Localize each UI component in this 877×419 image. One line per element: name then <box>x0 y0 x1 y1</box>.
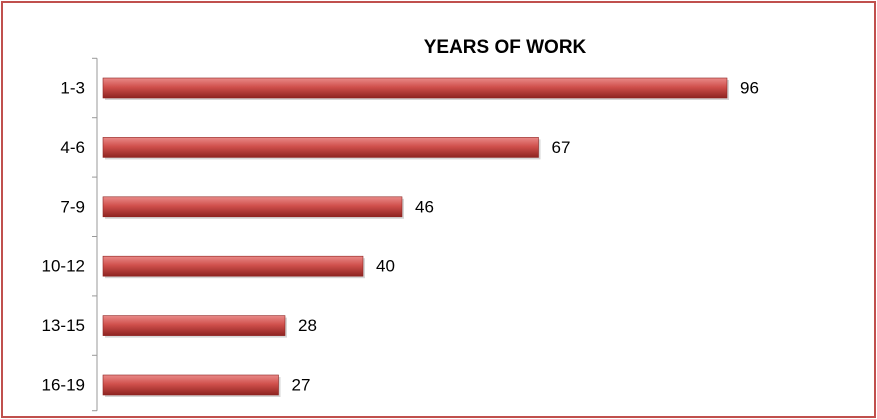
y-tick-label: 10-12 <box>42 257 85 276</box>
bar <box>102 196 403 218</box>
data-label: 96 <box>740 78 759 97</box>
bar <box>102 315 286 336</box>
bar <box>102 77 728 99</box>
data-label: 28 <box>298 316 317 335</box>
data-label: 40 <box>376 257 395 276</box>
chart-title: YEARS OF WORK <box>424 37 587 58</box>
y-tick-label: 4-6 <box>60 138 85 157</box>
bar <box>102 374 279 396</box>
bar <box>102 137 539 158</box>
y-tick-label: 16-19 <box>42 375 85 394</box>
y-tick-label: 1-3 <box>60 78 85 97</box>
data-label: 67 <box>552 138 571 157</box>
y-tick-label: 7-9 <box>60 197 85 216</box>
y-tick-label: 13-15 <box>42 316 85 335</box>
data-label: 46 <box>415 197 434 216</box>
data-label: 27 <box>292 375 311 394</box>
bar <box>102 255 364 277</box>
